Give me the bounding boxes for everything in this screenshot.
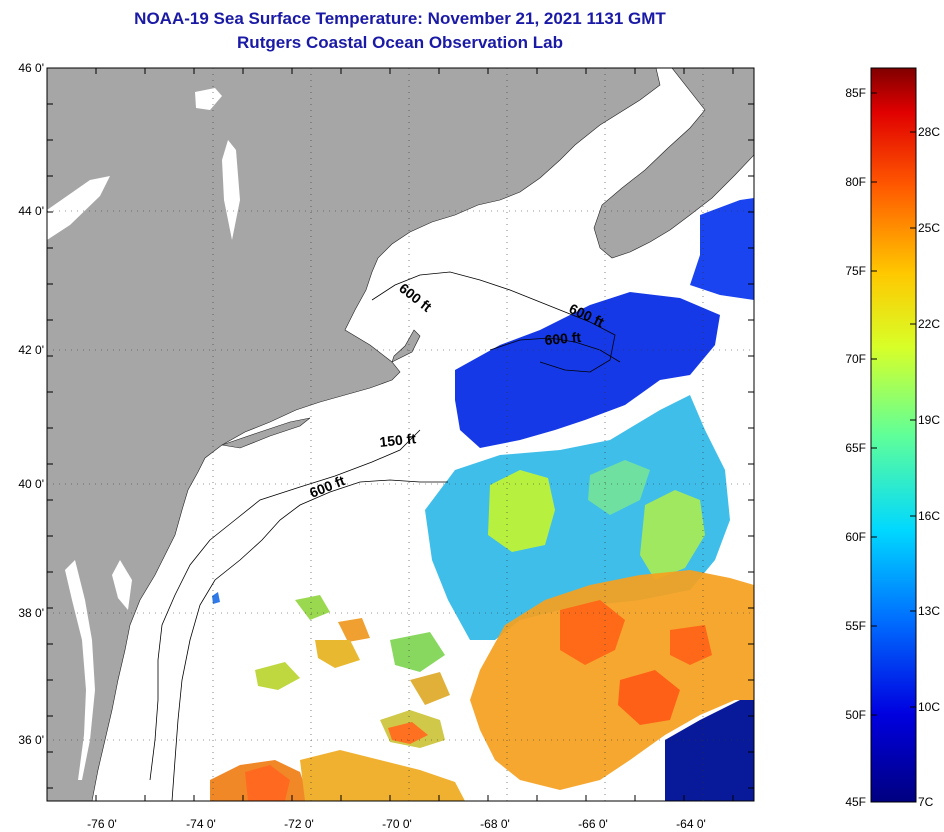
cb-label-45f: 45F xyxy=(845,795,866,809)
cb-label-55f: 55F xyxy=(845,619,866,633)
lat-label-42: 42 0' xyxy=(18,343,44,357)
sst-cold-patch-se xyxy=(665,700,754,801)
sst-sw-patch-7 xyxy=(338,618,370,642)
cb-label-75f: 75F xyxy=(845,264,866,278)
colorbar-ticks xyxy=(871,92,916,716)
sst-green-core-3 xyxy=(588,460,650,515)
sst-sw-patch-5 xyxy=(388,722,428,744)
land-mainland xyxy=(47,68,661,801)
sst-warm-core-3 xyxy=(670,625,712,665)
lat-label-40: 40 0' xyxy=(18,477,44,491)
sst-sw-patch-8 xyxy=(255,662,300,690)
cb-label-10c: 10C xyxy=(918,700,940,714)
sst-green-core-1 xyxy=(488,470,555,552)
axis-ticks xyxy=(47,68,754,801)
water-chesapeake xyxy=(65,560,95,780)
sst-sw-patch-6 xyxy=(295,595,330,620)
cb-label-25c: 25C xyxy=(918,221,940,235)
lon-label-68: -68 0' xyxy=(480,817,510,831)
sst-sw-patch-12 xyxy=(212,592,220,604)
land-maritimes xyxy=(593,68,754,259)
lon-label-72: -72 0' xyxy=(284,817,314,831)
sst-sw-patch-2 xyxy=(245,765,290,801)
sst-cold-patch-ne xyxy=(690,198,754,300)
colorbar-f-labels: 85F 80F 75F 70F 65F 60F 55F 50F 45F xyxy=(845,86,866,809)
graticule xyxy=(47,68,754,801)
land-cape-cod xyxy=(391,329,421,363)
cb-label-19c: 19C xyxy=(918,413,940,427)
cb-label-7c: 7C xyxy=(918,795,934,809)
lon-label-70: -70 0' xyxy=(382,817,412,831)
sst-warm-core-1 xyxy=(560,600,625,665)
cb-label-85f: 85F xyxy=(845,86,866,100)
land-long-island xyxy=(221,417,311,449)
lon-label-76: -76 0' xyxy=(87,817,117,831)
cb-label-50f: 50F xyxy=(845,708,866,722)
sst-warm-core-2 xyxy=(618,670,680,725)
sst-sw-patch-9 xyxy=(315,640,360,668)
sst-sw-patch-10 xyxy=(390,632,445,672)
cb-label-60f: 60F xyxy=(845,530,866,544)
cb-label-70f: 70F xyxy=(845,352,866,366)
sst-sw-patch-11 xyxy=(410,672,450,705)
lat-label-36: 36 0' xyxy=(18,733,44,747)
sst-warm-gulf-stream xyxy=(470,570,754,790)
lat-label-46: 46 0' xyxy=(18,61,44,75)
cb-label-28c: 28C xyxy=(918,125,940,139)
lon-labels: -76 0' -74 0' -72 0' -70 0' -68 0' -66 0… xyxy=(87,817,706,831)
depth-contour-gulf-maine xyxy=(371,271,616,373)
lat-label-38: 38 0' xyxy=(18,606,44,620)
cb-label-22c: 22C xyxy=(918,317,940,331)
cb-label-80f: 80F xyxy=(845,175,866,189)
water-delaware-bay xyxy=(112,560,132,610)
colorbar-c-labels: 28C 25C 22C 19C 16C 13C 10C 7C xyxy=(918,125,940,809)
sst-cold-patch-north xyxy=(455,292,720,448)
lon-label-74: -74 0' xyxy=(186,817,216,831)
water-lake xyxy=(195,88,222,110)
lon-label-64: -64 0' xyxy=(676,817,706,831)
depth-contour-600ft-south xyxy=(171,479,448,801)
cb-label-65f: 65F xyxy=(845,441,866,455)
map-subtitle: Rutgers Coastal Ocean Observation Lab xyxy=(237,33,563,52)
sst-sw-patch-3 xyxy=(300,750,465,801)
lat-label-44: 44 0' xyxy=(18,204,44,218)
lat-labels: 46 0' 44 0' 42 0' 40 0' 38 0' 36 0' xyxy=(18,61,44,747)
sst-green-core-2 xyxy=(640,490,705,580)
cb-label-13c: 13C xyxy=(918,604,940,618)
map-title: NOAA-19 Sea Surface Temperature: Novembe… xyxy=(134,9,666,28)
cb-label-16c: 16C xyxy=(918,509,940,523)
depth-contour-georges xyxy=(489,337,621,363)
temperature-colorbar xyxy=(870,67,917,803)
map-frame xyxy=(46,67,755,802)
water-lake-ontario xyxy=(47,176,110,240)
depth-contour-150ft xyxy=(149,429,421,781)
depth-label-600ft-3: 600 ft xyxy=(544,329,582,348)
lon-label-66: -66 0' xyxy=(578,817,608,831)
water-lake-champlain xyxy=(222,140,240,240)
depth-label-150ft: 150 ft xyxy=(379,430,417,450)
